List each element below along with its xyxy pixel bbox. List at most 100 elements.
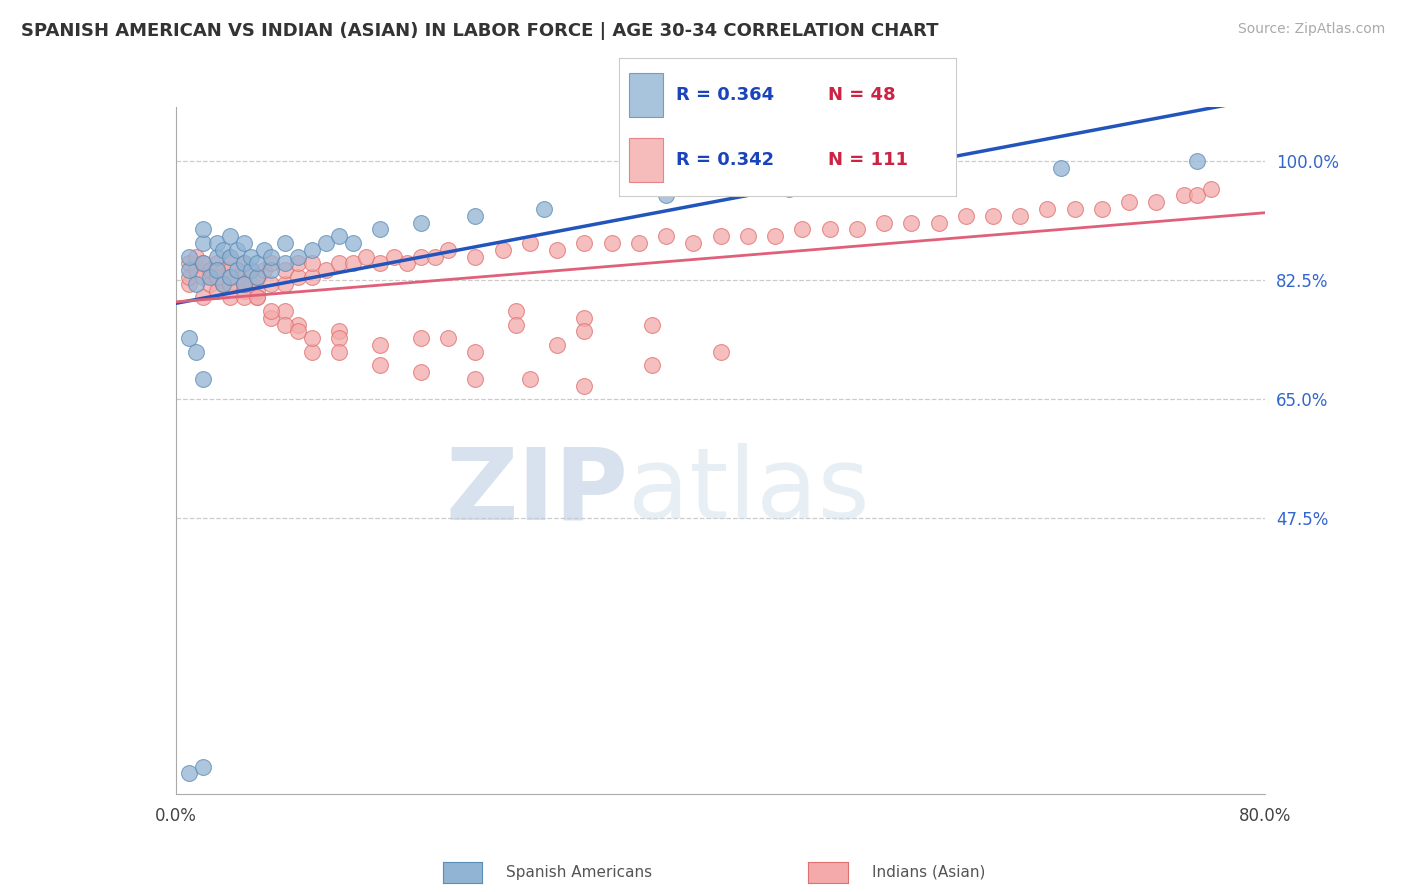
Point: [914, 168, 936, 182]
Point: [205, 263, 228, 277]
Point: [179, 277, 201, 291]
Point: [287, 325, 309, 339]
Point: [205, 270, 228, 285]
Point: [328, 229, 350, 244]
Point: [301, 270, 323, 285]
Point: [179, 263, 201, 277]
Point: [219, 263, 242, 277]
Point: [1199, 181, 1222, 195]
Point: [212, 263, 235, 277]
Text: Source: ZipAtlas.com: Source: ZipAtlas.com: [1237, 22, 1385, 37]
Point: [191, 256, 214, 270]
Point: [212, 243, 235, 257]
Point: [368, 256, 391, 270]
Point: [342, 256, 364, 270]
Point: [574, 235, 596, 250]
Point: [287, 250, 309, 264]
Point: [1091, 202, 1114, 216]
Point: [328, 325, 350, 339]
Point: [437, 331, 460, 345]
Point: [191, 222, 214, 236]
Point: [260, 277, 283, 291]
Text: ZIP: ZIP: [446, 443, 628, 541]
Point: [382, 250, 405, 264]
Point: [219, 290, 242, 304]
Point: [212, 277, 235, 291]
Point: [792, 222, 814, 236]
Point: [205, 256, 228, 270]
Point: [1063, 202, 1085, 216]
Point: [301, 243, 323, 257]
Point: [260, 310, 283, 325]
Point: [274, 318, 297, 332]
Point: [232, 270, 254, 285]
Point: [186, 263, 208, 277]
Point: [191, 270, 214, 285]
Point: [219, 277, 242, 291]
Text: Indians (Asian): Indians (Asian): [872, 865, 986, 880]
Point: [219, 277, 242, 291]
Point: [219, 250, 242, 264]
Point: [260, 304, 283, 318]
Point: [186, 277, 208, 291]
Point: [682, 235, 704, 250]
Point: [191, 290, 214, 304]
Point: [505, 318, 527, 332]
Point: [274, 263, 297, 277]
Text: N = 48: N = 48: [828, 87, 896, 104]
Text: N = 111: N = 111: [828, 152, 908, 169]
Point: [239, 263, 262, 277]
Point: [409, 331, 432, 345]
Text: atlas: atlas: [628, 443, 869, 541]
Point: [232, 277, 254, 291]
Point: [301, 256, 323, 270]
Point: [191, 760, 214, 774]
Point: [287, 256, 309, 270]
Point: [533, 202, 555, 216]
Point: [368, 359, 391, 373]
Text: R = 0.342: R = 0.342: [676, 152, 775, 169]
Point: [232, 256, 254, 270]
Point: [253, 263, 276, 277]
Point: [219, 270, 242, 285]
Point: [226, 270, 249, 285]
Point: [1187, 188, 1209, 202]
Point: [1187, 154, 1209, 169]
Point: [191, 256, 214, 270]
Point: [464, 344, 486, 359]
Point: [574, 325, 596, 339]
Point: [981, 209, 1004, 223]
Point: [246, 256, 269, 270]
Point: [246, 290, 269, 304]
Point: [253, 243, 276, 257]
Point: [246, 270, 269, 285]
Point: [641, 359, 664, 373]
Point: [1010, 209, 1032, 223]
Point: [205, 235, 228, 250]
Point: [205, 284, 228, 298]
Text: R = 0.364: R = 0.364: [676, 87, 775, 104]
Point: [627, 235, 650, 250]
Point: [818, 222, 841, 236]
Point: [873, 216, 896, 230]
Point: [1050, 161, 1073, 176]
Point: [232, 277, 254, 291]
Point: [219, 250, 242, 264]
Point: [574, 379, 596, 393]
Point: [274, 304, 297, 318]
Bar: [628, 138, 662, 183]
Point: [186, 344, 208, 359]
Point: [778, 181, 800, 195]
Point: [205, 270, 228, 285]
Point: [191, 235, 214, 250]
Point: [246, 290, 269, 304]
Point: [574, 310, 596, 325]
Bar: [628, 73, 662, 118]
Point: [368, 222, 391, 236]
Point: [492, 243, 515, 257]
Point: [409, 216, 432, 230]
Point: [198, 263, 221, 277]
Point: [710, 344, 733, 359]
Point: [239, 277, 262, 291]
Point: [505, 304, 527, 318]
